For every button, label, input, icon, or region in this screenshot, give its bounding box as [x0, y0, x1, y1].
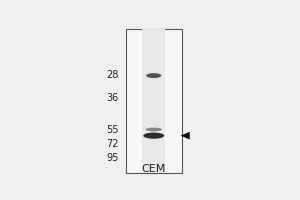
Text: 36: 36 [106, 93, 119, 103]
Text: 95: 95 [106, 153, 119, 163]
Text: 55: 55 [106, 125, 119, 135]
Text: 72: 72 [106, 139, 119, 149]
Ellipse shape [146, 73, 161, 78]
Bar [142, 29, 165, 173]
Text: CEM: CEM [142, 164, 166, 174]
Bar [126, 29, 182, 173]
Ellipse shape [143, 133, 164, 139]
Text: 28: 28 [106, 70, 119, 80]
Polygon shape [181, 132, 190, 140]
Ellipse shape [146, 128, 162, 131]
